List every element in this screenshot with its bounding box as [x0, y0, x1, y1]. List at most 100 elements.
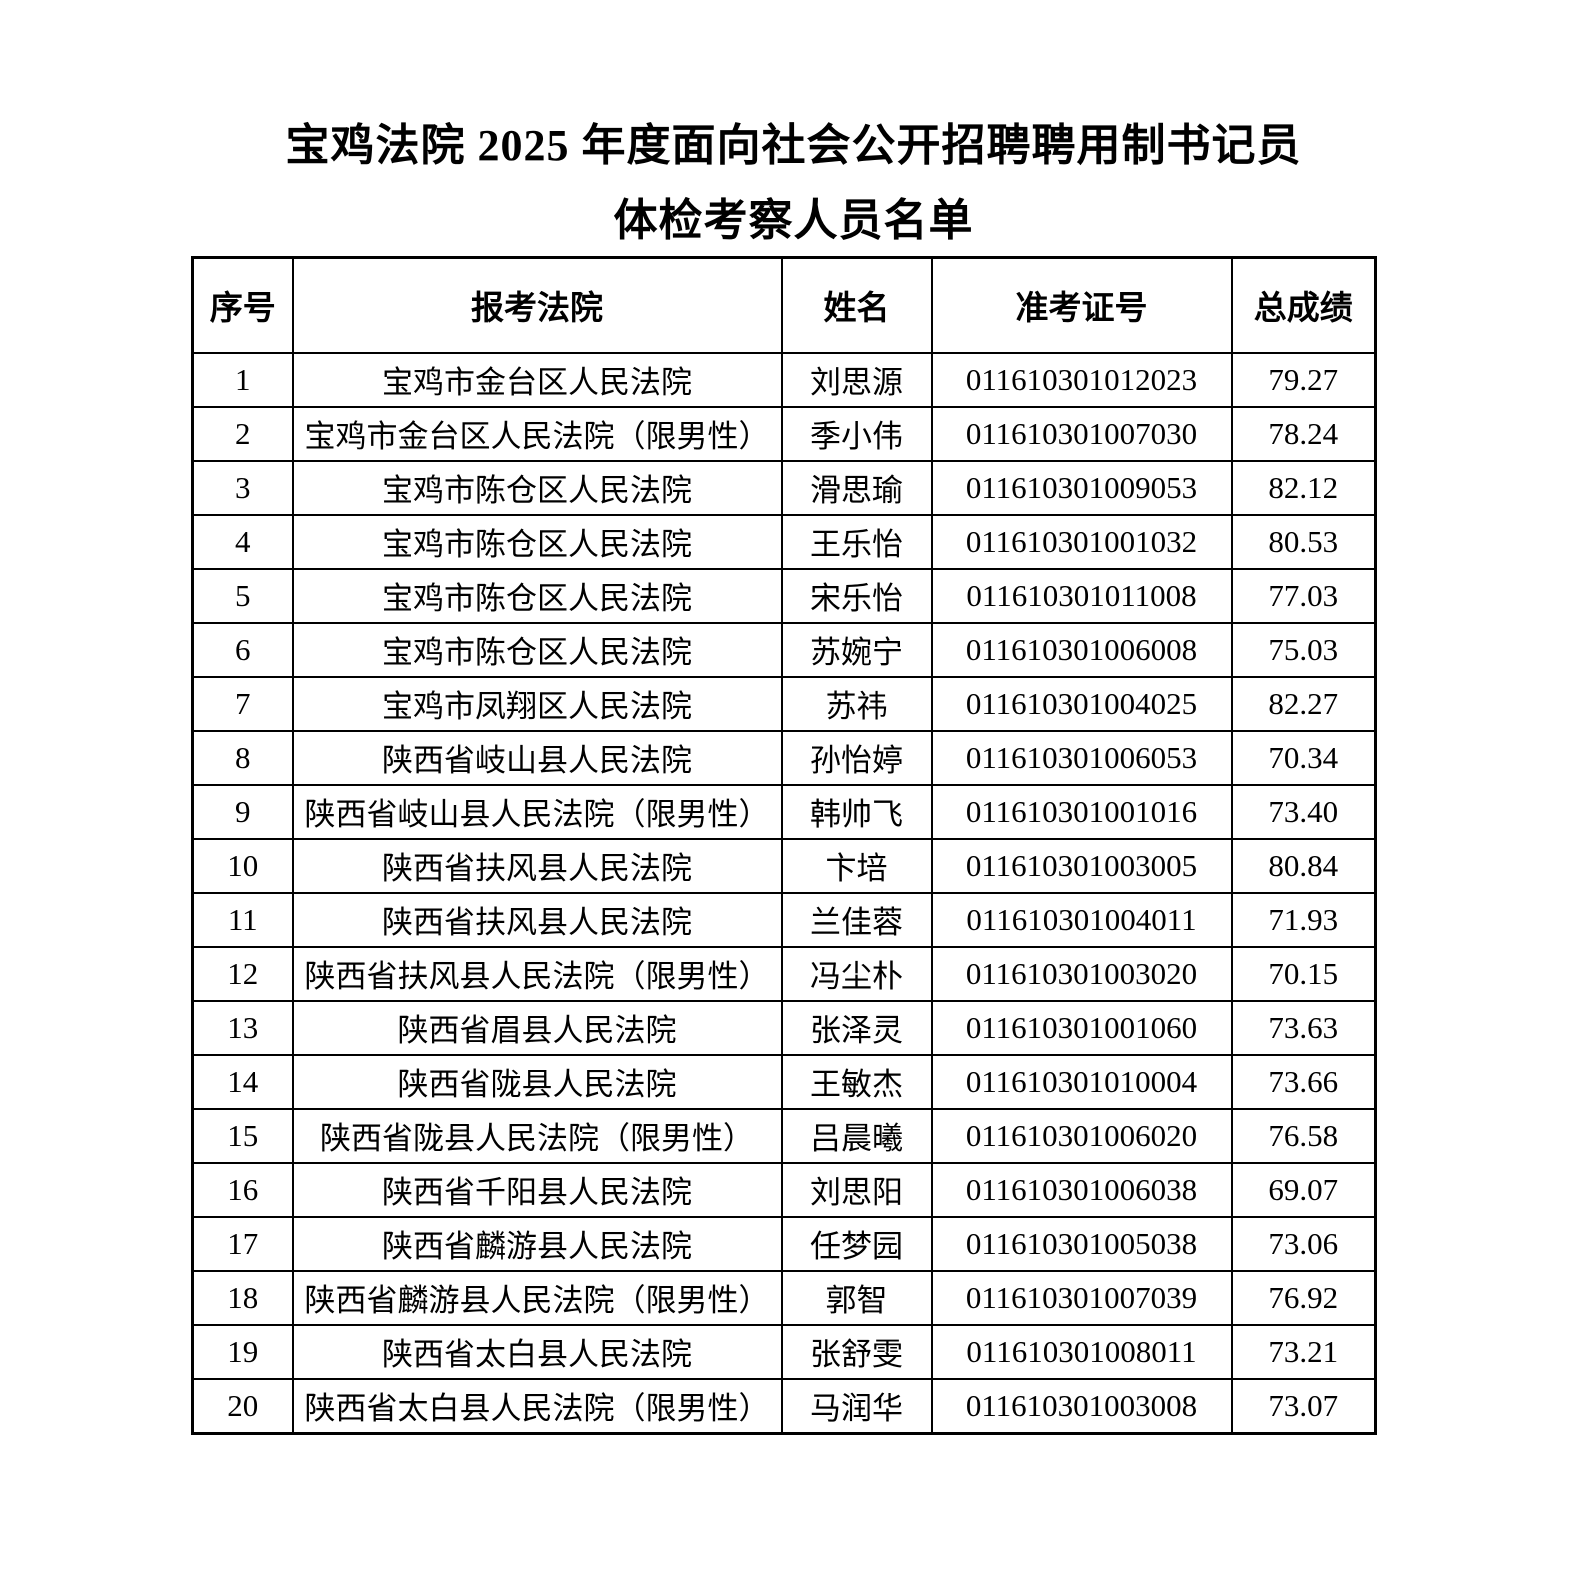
cell-court: 宝鸡市陈仓区人民法院: [291, 621, 783, 678]
cell-court: 陕西省扶风县人民法院: [291, 891, 783, 948]
table-row: 12 陕西省扶风县人民法院（限男性） 冯尘朴 011610301003020 70.15: [191, 945, 1377, 1002]
cell-ticket: 011610301006053: [930, 729, 1233, 786]
cell-name: 韩帅飞: [780, 783, 933, 840]
cell-no: 9: [191, 783, 294, 840]
cell-name: 卞培: [780, 837, 933, 894]
cell-court: 陕西省麟游县人民法院: [291, 1215, 783, 1272]
cell-court: 陕西省岐山县人民法院（限男性）: [291, 783, 783, 840]
cell-no: 8: [191, 729, 294, 786]
cell-no: 14: [191, 1053, 294, 1110]
document-title-line1: 宝鸡法院 2025 年度面向社会公开招聘聘用制书记员: [285, 121, 1302, 170]
cell-no: 15: [191, 1107, 294, 1164]
cell-court: 陕西省麟游县人民法院（限男性）: [291, 1269, 783, 1326]
cell-court: 陕西省太白县人民法院（限男性）: [291, 1377, 783, 1435]
table-body: 1 宝鸡市金台区人民法院 刘思源 011610301012023 79.27 2 宝鸡市金台…: [191, 351, 1377, 1435]
cell-score: 76.58: [1230, 1107, 1377, 1164]
cell-ticket: 011610301011008: [930, 567, 1233, 624]
cell-court: 陕西省陇县人民法院（限男性）: [291, 1107, 783, 1164]
column-header-index: 序号: [191, 256, 294, 354]
cell-name: 苏婉宁: [780, 621, 933, 678]
cell-court: 宝鸡市金台区人民法院（限男性）: [291, 405, 783, 462]
cell-name: 王乐怡: [780, 513, 933, 570]
cell-name: 王敏杰: [780, 1053, 933, 1110]
cell-name: 马润华: [780, 1377, 933, 1435]
table-row: 9 陕西省岐山县人民法院（限男性） 韩帅飞 011610301001016 73.40: [191, 783, 1377, 840]
table-row: 4 宝鸡市陈仓区人民法院 王乐怡 011610301001032 80.53: [191, 513, 1377, 570]
cell-ticket: 011610301006038: [930, 1161, 1233, 1218]
cell-no: 1: [191, 351, 294, 408]
cell-no: 19: [191, 1323, 294, 1380]
cell-ticket: 011610301006020: [930, 1107, 1233, 1164]
table-row: 10 陕西省扶风县人民法院 卞培 011610301003005 80.84: [191, 837, 1377, 894]
cell-name: 吕晨曦: [780, 1107, 933, 1164]
cell-score: 70.15: [1230, 945, 1377, 1002]
cell-score: 80.84: [1230, 837, 1377, 894]
cell-ticket: 011610301012023: [930, 351, 1233, 408]
cell-court: 陕西省陇县人民法院: [291, 1053, 783, 1110]
cell-court: 陕西省眉县人民法院: [291, 999, 783, 1056]
table-row: 18 陕西省麟游县人民法院（限男性） 郭智 011610301007039 76.92: [191, 1269, 1377, 1326]
cell-ticket: 011610301004011: [930, 891, 1233, 948]
cell-court: 陕西省岐山县人民法院: [291, 729, 783, 786]
cell-ticket: 011610301004025: [930, 675, 1233, 732]
cell-court: 宝鸡市凤翔区人民法院: [291, 675, 783, 732]
cell-name: 刘思源: [780, 351, 933, 408]
cell-score: 76.92: [1230, 1269, 1377, 1326]
cell-ticket: 011610301010004: [930, 1053, 1233, 1110]
cell-score: 73.07: [1230, 1377, 1377, 1435]
table-row: 5 宝鸡市陈仓区人民法院 宋乐怡 011610301011008 77.03: [191, 567, 1377, 624]
column-header-ticket: 准考证号: [930, 256, 1233, 354]
cell-score: 73.06: [1230, 1215, 1377, 1272]
column-header-name: 姓名: [780, 256, 933, 354]
table-row: 3 宝鸡市陈仓区人民法院 滑思瑜 011610301009053 82.12: [191, 459, 1377, 516]
table-row: 15 陕西省陇县人民法院（限男性） 吕晨曦 011610301006020 76.58: [191, 1107, 1377, 1164]
cell-court: 宝鸡市金台区人民法院: [291, 351, 783, 408]
cell-name: 刘思阳: [780, 1161, 933, 1218]
table-row: 14 陕西省陇县人民法院 王敏杰 011610301010004 73.66: [191, 1053, 1377, 1110]
cell-score: 77.03: [1230, 567, 1377, 624]
cell-no: 2: [191, 405, 294, 462]
candidates-table: 序号 报考法院 姓名 准考证号 总成绩 1 宝鸡市金台区人民法院 刘思源 011610…: [191, 255, 1377, 1435]
cell-score: 78.24: [1230, 405, 1377, 462]
cell-court: 陕西省扶风县人民法院: [291, 837, 783, 894]
cell-ticket: 011610301008011: [930, 1323, 1233, 1380]
cell-score: 73.63: [1230, 999, 1377, 1056]
cell-no: 17: [191, 1215, 294, 1272]
cell-no: 12: [191, 945, 294, 1002]
cell-no: 4: [191, 513, 294, 570]
table-row: 20 陕西省太白县人民法院（限男性） 马润华 011610301003008 73.07: [191, 1377, 1377, 1435]
cell-ticket: 011610301001060: [930, 999, 1233, 1056]
document-title-line2: 体检考察人员名单: [613, 195, 974, 245]
cell-score: 69.07: [1230, 1161, 1377, 1218]
cell-no: 5: [191, 567, 294, 624]
table-row: 6 宝鸡市陈仓区人民法院 苏婉宁 011610301006008 75.03: [191, 621, 1377, 678]
cell-court: 陕西省千阳县人民法院: [291, 1161, 783, 1218]
cell-score: 73.21: [1230, 1323, 1377, 1380]
cell-name: 任梦园: [780, 1215, 933, 1272]
cell-name: 苏祎: [780, 675, 933, 732]
cell-name: 孙怡婷: [780, 729, 933, 786]
column-header-score: 总成绩: [1230, 256, 1377, 354]
cell-name: 季小伟: [780, 405, 933, 462]
document-title-block: 宝鸡法院 2025 年度面向社会公开招聘聘用制书记员 体检考察人员名单: [0, 0, 1587, 248]
table-row: 8 陕西省岐山县人民法院 孙怡婷 011610301006053 70.34: [191, 729, 1377, 786]
cell-court: 宝鸡市陈仓区人民法院: [291, 567, 783, 624]
cell-no: 10: [191, 837, 294, 894]
cell-name: 宋乐怡: [780, 567, 933, 624]
table-row: 2 宝鸡市金台区人民法院（限男性） 季小伟 011610301007030 78.24: [191, 405, 1377, 462]
cell-no: 16: [191, 1161, 294, 1218]
cell-score: 80.53: [1230, 513, 1377, 570]
cell-score: 79.27: [1230, 351, 1377, 408]
column-header-court: 报考法院: [291, 256, 783, 354]
cell-ticket: 011610301003005: [930, 837, 1233, 894]
cell-name: 郭智: [780, 1269, 933, 1326]
cell-no: 6: [191, 621, 294, 678]
cell-score: 70.34: [1230, 729, 1377, 786]
cell-ticket: 011610301005038: [930, 1215, 1233, 1272]
cell-ticket: 011610301009053: [930, 459, 1233, 516]
cell-ticket: 011610301001032: [930, 513, 1233, 570]
cell-score: 71.93: [1230, 891, 1377, 948]
table-row: 16 陕西省千阳县人民法院 刘思阳 011610301006038 69.07: [191, 1161, 1377, 1218]
cell-no: 7: [191, 675, 294, 732]
cell-ticket: 011610301007030: [930, 405, 1233, 462]
